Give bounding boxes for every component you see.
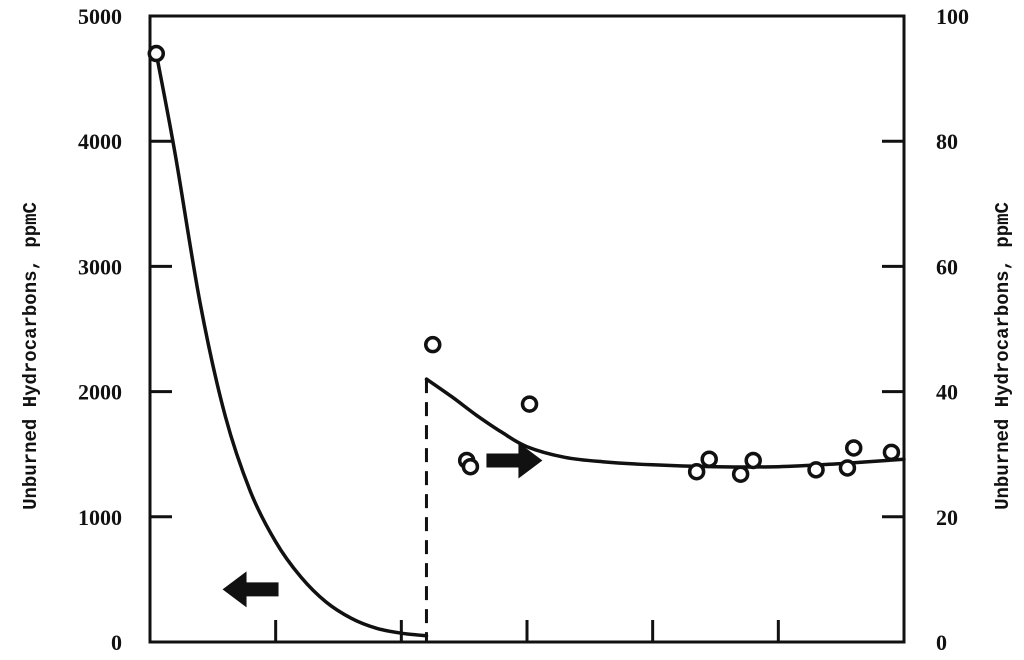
left-tick-label: 4000 <box>78 129 122 154</box>
left-tick-label: 0 <box>111 630 122 655</box>
right-tick-label: 40 <box>936 380 958 405</box>
series-2-point <box>838 459 857 477</box>
right-axis-title: Unburned Hydrocarbons, ppmC <box>992 202 1014 510</box>
series-2-point <box>687 462 706 481</box>
arrow-right-icon <box>486 442 543 479</box>
series-2-curve <box>424 377 906 469</box>
left-tick-label: 1000 <box>78 505 122 530</box>
right-tick-label: 0 <box>936 630 947 655</box>
series-2-point <box>744 451 762 470</box>
plot-frame <box>148 14 906 644</box>
right-tick-label: 60 <box>936 254 958 279</box>
series-2-point <box>520 395 539 413</box>
left-axis-title: Unburned Hydrocarbons, ppmC <box>20 202 42 510</box>
left-tick-label: 2000 <box>78 380 122 405</box>
left-axis-ticks <box>150 139 172 519</box>
fit-curves <box>154 51 906 638</box>
left-tick-labels: 0 1000 2000 3000 4000 5000 <box>78 4 122 655</box>
series-2-point <box>424 335 442 354</box>
right-tick-labels: 0 20 40 60 80 100 <box>936 4 969 655</box>
right-tick-label: 20 <box>936 505 958 530</box>
series-2-point <box>700 450 718 468</box>
series-2-point <box>807 461 825 479</box>
left-tick-label: 5000 <box>78 4 122 29</box>
series-1-point <box>147 44 166 63</box>
arrow-left-icon <box>222 571 279 608</box>
arrow-markers <box>222 442 543 608</box>
series-2-point <box>731 465 750 483</box>
right-tick-label: 100 <box>936 4 969 29</box>
series-2-point <box>461 457 480 476</box>
data-points <box>147 44 901 483</box>
series-2-point <box>882 443 901 462</box>
series-2-point <box>844 439 863 457</box>
left-tick-label: 3000 <box>78 254 122 279</box>
series-1-curve <box>154 51 429 638</box>
right-tick-label: 80 <box>936 129 958 154</box>
right-axis-ticks <box>882 139 904 519</box>
bottom-axis-ticks <box>274 620 780 642</box>
